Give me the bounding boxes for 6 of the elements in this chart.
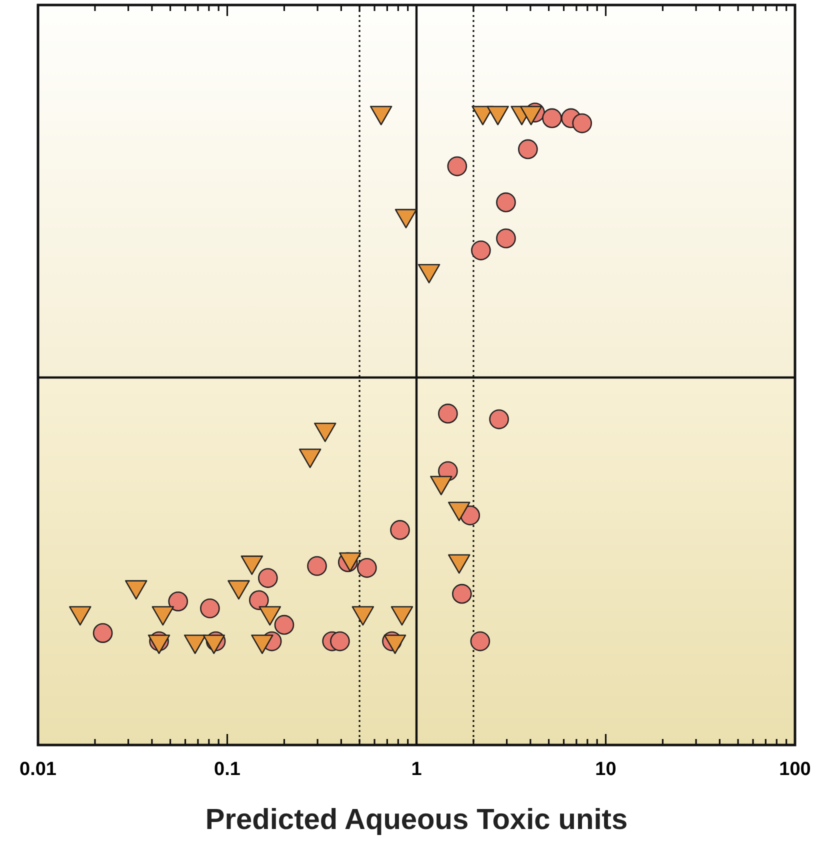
x-axis-title: Predicted Aqueous Toxic units [205,804,628,836]
x-tick-label: 0.01 [20,759,57,780]
x-tick-label: 0.1 [214,759,241,780]
x-tick-label: 1 [411,759,422,780]
x-tick-label: 100 [779,759,811,780]
x-tick-label: 10 [595,759,616,780]
